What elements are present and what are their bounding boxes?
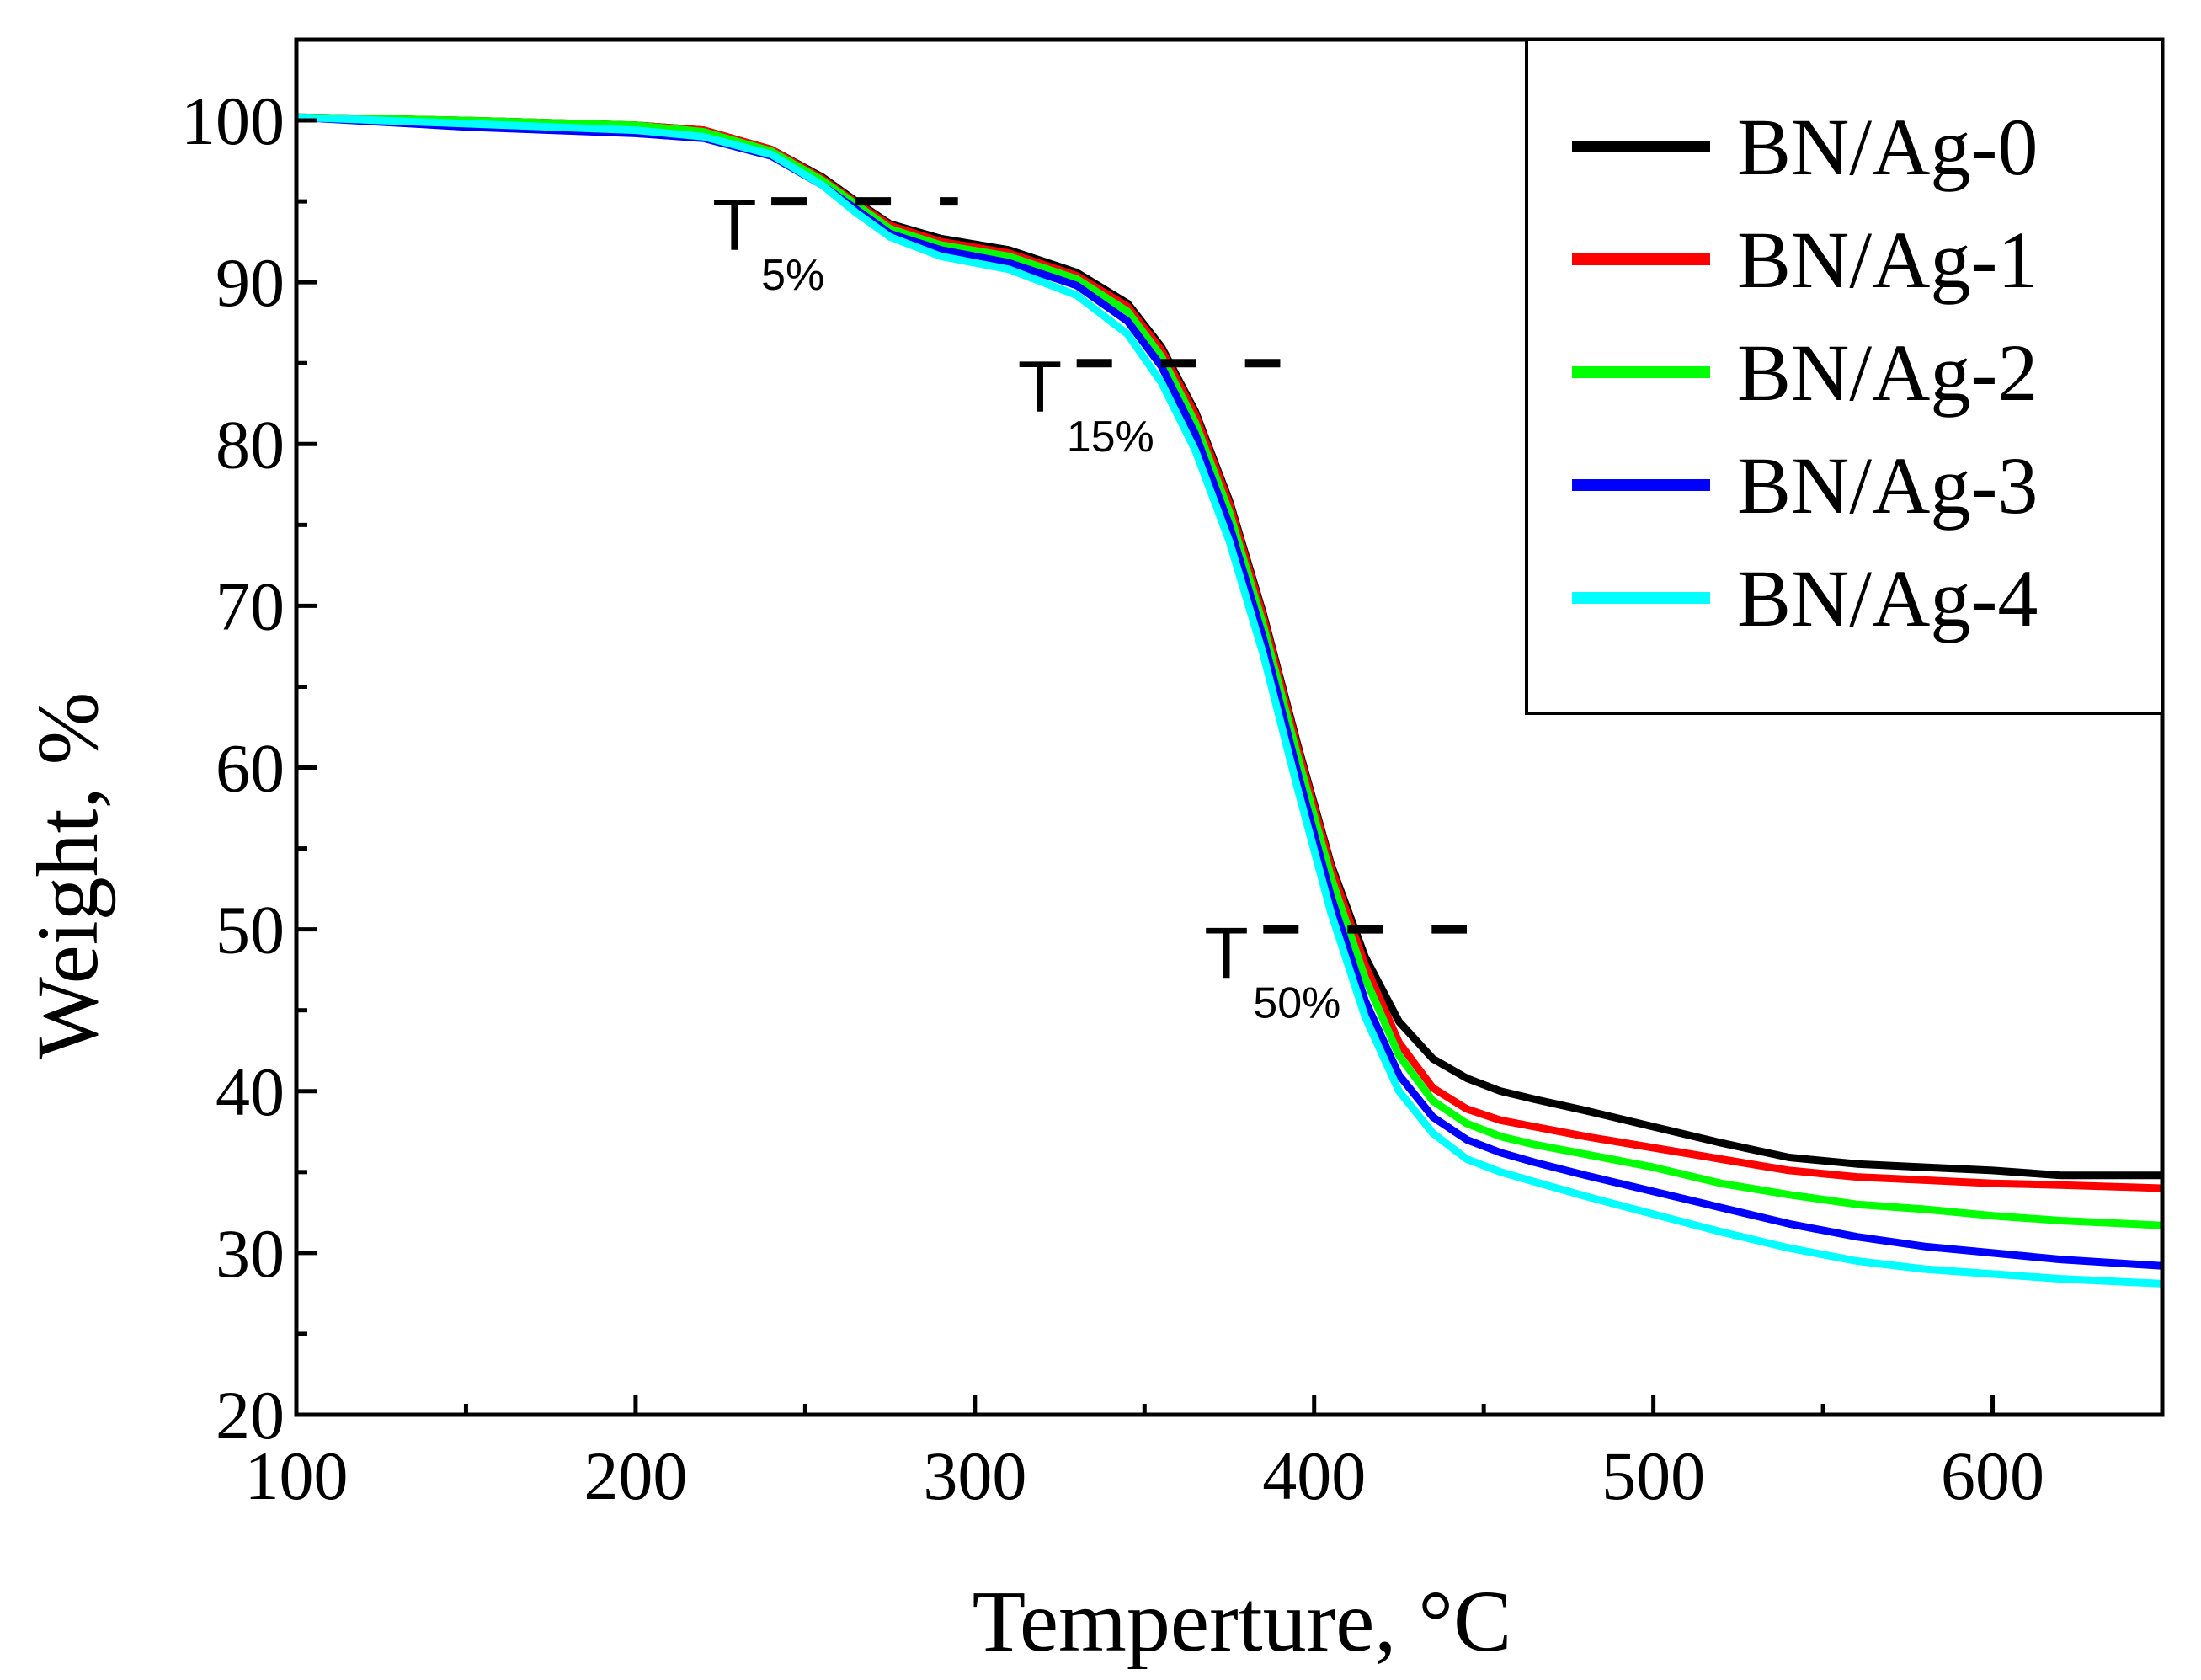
annotation-label-1: T — [1018, 347, 1063, 428]
x-tick-label-5: 600 — [1941, 1437, 2044, 1514]
legend-label-4: BN/Ag-4 — [1737, 553, 2038, 643]
series-line-4 — [296, 113, 2162, 1288]
annotation-label-0: T — [712, 185, 757, 266]
y-tick-label-2: 40 — [216, 1053, 285, 1130]
y-tick-label-6: 80 — [216, 406, 285, 483]
legend: BN/Ag-0 BN/Ag-1 BN/Ag-2 BN/Ag-3 BN/Ag-4 — [1525, 38, 2164, 715]
x-axis-title: Temperture, °C — [973, 1573, 1512, 1670]
y-tick-label-0: 20 — [216, 1377, 285, 1453]
legend-label-0: BN/Ag-0 — [1737, 102, 2038, 192]
y-tick-label-7: 90 — [216, 244, 285, 321]
x-tick-label-3: 400 — [1262, 1437, 1366, 1514]
annotation-sub-1: 15% — [1067, 413, 1154, 461]
x-tick-label-0: 100 — [245, 1437, 349, 1514]
annotation-sub-2: 50% — [1253, 979, 1340, 1028]
y-tick-label-1: 30 — [216, 1215, 285, 1292]
y-tick-label-3: 50 — [216, 892, 285, 968]
y-tick-label-5: 70 — [216, 568, 285, 644]
legend-label-2: BN/Ag-2 — [1737, 328, 2038, 418]
series-line-2 — [296, 113, 2162, 1229]
plot-frame — [294, 37, 2165, 1417]
legend-label-1: BN/Ag-1 — [1737, 215, 2038, 305]
annotation-label-2: T — [1204, 914, 1249, 995]
annotation-layer: T5%T15%T50% — [712, 185, 1468, 1028]
x-tick-label-4: 500 — [1601, 1437, 1705, 1514]
y-tick-label-8: 100 — [181, 83, 285, 159]
y-axis-title: Weight, % — [19, 692, 116, 1059]
annotation-sub-0: 5% — [761, 251, 824, 300]
legend-label-3: BN/Ag-3 — [1737, 440, 2038, 531]
y-tick-label-4: 60 — [216, 730, 285, 807]
x-tick-label-1: 200 — [584, 1437, 687, 1514]
axis-layer: 100 200 300 400 500 600 20 30 40 50 60 70 80 90 100 — [181, 37, 2165, 1514]
series-layer — [296, 113, 2162, 1288]
x-tick-label-2: 300 — [923, 1437, 1026, 1514]
